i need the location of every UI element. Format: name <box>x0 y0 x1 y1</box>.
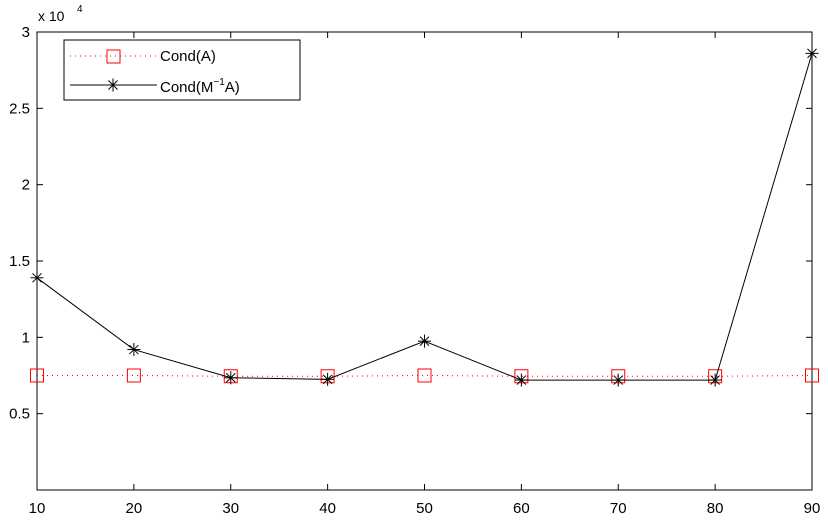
axis-ticks: 10 20 30 40 50 60 70 80 90 0.5 1 1.5 2 2.5 3 <box>9 24 820 517</box>
legend-marker-cond-m-inv-a <box>106 78 120 92</box>
legend-label-cond-m-inv-a: Cond(M−1A) <box>160 77 240 96</box>
series-0-point <box>126 368 141 383</box>
series-0-point <box>417 368 432 383</box>
series-1-point <box>127 343 141 357</box>
y-tick-label: 1.5 <box>9 253 30 270</box>
series-1-point <box>418 334 431 348</box>
series-0-point <box>805 368 819 383</box>
plot-area <box>36 31 813 491</box>
y-multiplier-base: x 10 <box>38 8 65 24</box>
y-tick-label: 0.5 <box>9 406 30 423</box>
x-tick-label: 10 <box>29 500 46 517</box>
series-1-point <box>321 372 335 386</box>
legend-box <box>63 39 301 101</box>
series-0-point <box>30 368 44 383</box>
series-1-point <box>805 46 819 60</box>
series-1-point <box>611 373 625 387</box>
x-tick-label: 30 <box>222 500 239 517</box>
series-line-0 <box>37 374 813 377</box>
series-layer <box>30 46 819 387</box>
legend-marker-cond-a <box>106 49 121 64</box>
legend-label-cond-a: Cond(A) <box>160 48 216 65</box>
x-tick-label: 70 <box>610 500 627 517</box>
y-tick-label: 2 <box>22 177 30 194</box>
x-tick-label: 50 <box>416 500 433 517</box>
x-tick-label: 80 <box>707 500 724 517</box>
series-1-point <box>708 373 722 387</box>
x-tick-label: 20 <box>126 500 143 517</box>
y-multiplier-exponent: 4 <box>77 4 83 15</box>
y-tick-label: 1 <box>22 329 30 346</box>
series-1-point <box>514 373 528 387</box>
series-1-point <box>30 271 44 285</box>
legend: Cond(A) Cond(M−1A) <box>63 39 301 101</box>
x-tick-label: 90 <box>804 500 821 517</box>
x-tick-label: 60 <box>513 500 530 517</box>
y-tick-label: 2.5 <box>9 100 30 117</box>
x-tick-label: 40 <box>319 500 336 517</box>
series-1-point <box>224 371 238 385</box>
y-tick-label: 3 <box>22 24 30 41</box>
